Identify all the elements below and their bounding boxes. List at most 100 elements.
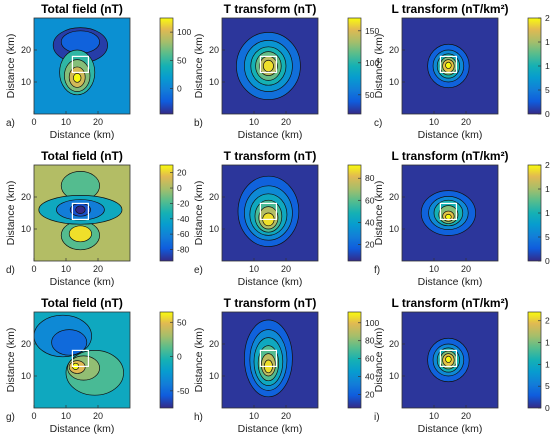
x-tick-label: 20 <box>461 264 471 274</box>
x-axis-label: Distance (km) <box>50 423 115 435</box>
x-tick-label: 10 <box>61 117 71 127</box>
x-axis-label: Distance (km) <box>238 129 303 141</box>
colorbar-tick-label: 0 <box>177 183 182 193</box>
y-axis-label: Distance (km) <box>5 34 17 99</box>
panel-title: T transform (nT) <box>224 2 317 16</box>
y-tick-label: 20 <box>389 339 399 349</box>
panel-tag: b) <box>194 118 203 129</box>
map-frame <box>221 164 319 262</box>
y-axis-label: Distance (km) <box>373 181 385 246</box>
y-tick-label: 10 <box>209 224 219 234</box>
y-tick-label: 10 <box>209 371 219 381</box>
y-axis-label: Distance (km) <box>193 181 205 246</box>
x-axis-label: Distance (km) <box>50 276 115 288</box>
y-axis-label: Distance (km) <box>193 34 205 99</box>
colorbar <box>159 17 174 115</box>
x-tick-label: 0 <box>31 264 36 274</box>
colorbar-tick-label: 0 <box>177 352 182 362</box>
colorbar-tick-label: 20 <box>545 160 550 170</box>
x-tick-label: 10 <box>249 411 259 421</box>
x-tick-label: 20 <box>281 411 291 421</box>
contour-map <box>34 18 130 114</box>
contour-level <box>445 213 452 220</box>
contour-map <box>34 312 130 408</box>
x-tick-label: 20 <box>93 264 103 274</box>
colorbar-tick-label: 40 <box>365 372 375 382</box>
panel-c: L transform (nT/km²) 10 20 10 20 Distance (km… <box>373 2 550 141</box>
panel-title: Total field (nT) <box>41 2 123 16</box>
colorbar-tick-label: 50 <box>177 317 187 327</box>
panel-g: Total field (nT) 0 10 20 10 20 Distance (km) Di… <box>5 296 190 435</box>
colorbar-tick-label: 0 <box>545 109 550 119</box>
colorbar <box>159 311 174 409</box>
contour-level <box>262 59 274 73</box>
x-tick-label: 10 <box>429 264 439 274</box>
x-tick-label: 20 <box>93 117 103 127</box>
x-tick-label: 10 <box>429 411 439 421</box>
panel-tag: e) <box>194 265 203 276</box>
panel-tag: c) <box>374 118 382 129</box>
y-tick-label: 20 <box>209 192 219 202</box>
colorbar-tick-label: 80 <box>365 173 375 183</box>
colorbar-tick-label: 150 <box>365 26 379 36</box>
panel-tag: d) <box>6 265 15 276</box>
colorbar-tick-label: 0 <box>545 256 550 266</box>
contour-level <box>51 329 88 356</box>
panel-d: Total field (nT) 0 10 20 10 20 Distance (km) Di… <box>5 149 190 288</box>
colorbar-tick-label: 20 <box>365 239 375 249</box>
panel-f: L transform (nT/km²) 10 20 10 20 Distance (km… <box>373 149 550 288</box>
colorbar-tick-label: -80 <box>177 244 190 254</box>
x-axis-label: Distance (km) <box>50 129 115 141</box>
colorbar-tick-label: 60 <box>365 195 375 205</box>
contour-level <box>445 61 452 69</box>
colorbar-tick-label: 40 <box>365 217 375 227</box>
colorbar-tick-label: -40 <box>177 214 190 224</box>
y-tick-label: 20 <box>21 45 31 55</box>
y-tick-label: 10 <box>389 224 399 234</box>
y-tick-label: 20 <box>389 45 399 55</box>
panel-tag: h) <box>194 412 203 423</box>
colorbar-tick-label: -50 <box>177 386 190 396</box>
colorbar-tick-label: 20 <box>365 390 375 400</box>
source-box <box>259 202 277 220</box>
y-tick-label: 10 <box>209 77 219 87</box>
y-tick-label: 10 <box>389 77 399 87</box>
contour-level <box>68 225 92 243</box>
x-tick-label: 20 <box>93 411 103 421</box>
panel-title: Total field (nT) <box>41 296 123 310</box>
panel-tag: a) <box>6 118 15 129</box>
colorbar-tick-label: -60 <box>177 229 190 239</box>
panel-tag: i) <box>374 412 380 423</box>
x-axis-label: Distance (km) <box>418 129 483 141</box>
colorbar-tick-label: 10 <box>545 359 550 369</box>
panel-title: L transform (nT/km²) <box>391 149 508 163</box>
map-frame <box>401 311 499 409</box>
contour-map <box>402 18 498 114</box>
x-tick-label: 20 <box>281 264 291 274</box>
source-box <box>439 349 457 367</box>
y-tick-label: 20 <box>389 192 399 202</box>
y-tick-label: 20 <box>21 339 31 349</box>
x-tick-label: 0 <box>31 411 36 421</box>
colorbar <box>527 311 542 409</box>
colorbar-tick-label: 5 <box>545 85 550 95</box>
map-frame <box>33 311 131 409</box>
colorbar-tick-label: 20 <box>545 316 550 326</box>
map-frame <box>33 17 131 115</box>
panel-a: Total field (nT) 0 10 20 10 20 Distance (km) Di… <box>5 2 191 141</box>
colorbar-tick-label: 15 <box>545 338 550 348</box>
x-tick-label: 10 <box>249 117 259 127</box>
x-tick-label: 20 <box>461 117 471 127</box>
colorbar-tick-label: 5 <box>545 232 550 242</box>
x-axis-label: Distance (km) <box>238 276 303 288</box>
panel-tag: g) <box>6 412 15 423</box>
y-tick-label: 20 <box>209 45 219 55</box>
colorbar-tick-label: 0 <box>545 403 550 413</box>
colorbar-tick-label: 15 <box>545 184 550 194</box>
x-tick-label: 20 <box>281 117 291 127</box>
x-tick-label: 10 <box>249 264 259 274</box>
map-frame <box>221 311 319 409</box>
contour-map <box>222 165 318 261</box>
